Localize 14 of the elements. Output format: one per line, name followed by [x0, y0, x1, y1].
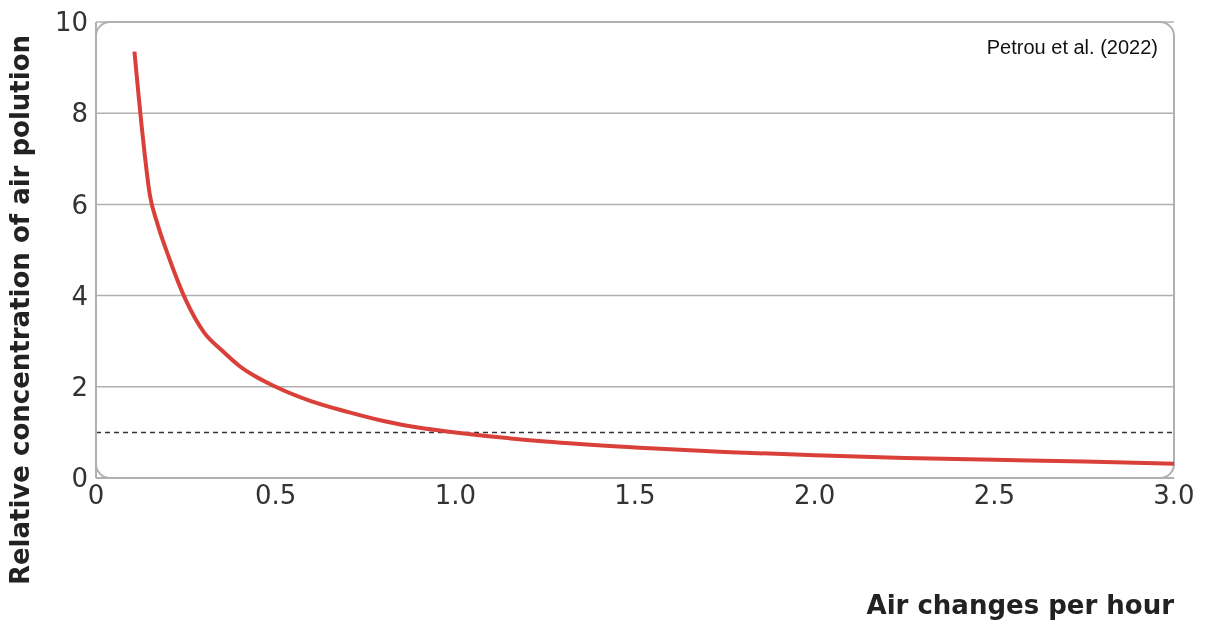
y-axis-title: Relative concentration of air polution — [5, 34, 36, 586]
y-tick-label: 2 — [71, 372, 88, 403]
x-tick-label: 1.5 — [614, 480, 656, 511]
x-tick-label: 3.0 — [1153, 480, 1195, 511]
y-tick-label: 6 — [71, 189, 88, 220]
y-tick-label: 4 — [71, 280, 88, 311]
x-tick-label: 2.5 — [973, 480, 1016, 511]
y-tick-label: 10 — [54, 7, 88, 38]
x-tick-label: 2.0 — [793, 480, 836, 511]
x-tick-label: 1.0 — [434, 480, 477, 511]
x-axis-title: Air changes per hour — [866, 590, 1175, 620]
x-tick-label: 0.5 — [254, 480, 297, 511]
y-tick-label: 8 — [71, 98, 88, 129]
annotation: Petrou et al. (2022) — [986, 36, 1158, 59]
